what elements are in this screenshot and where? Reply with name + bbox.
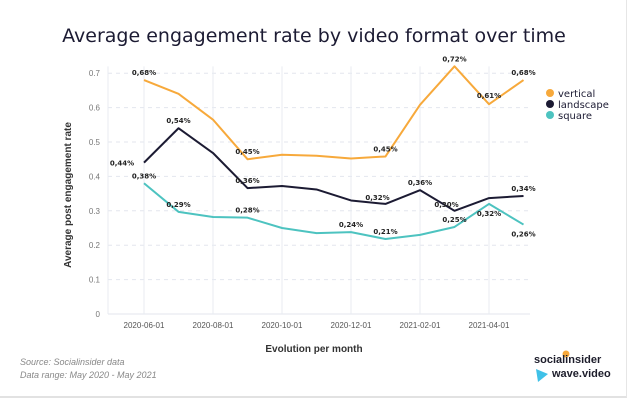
data-label: 0,34% (511, 185, 535, 193)
data-label: 0,32% (365, 194, 389, 202)
legend-label-landscape: landscape (558, 100, 609, 111)
y-tick-label: 0.6 (89, 104, 101, 113)
data-label: 0,29% (166, 201, 190, 209)
y-tick-label: 0.2 (89, 241, 101, 250)
chart-title: Average engagement rate by video format … (62, 25, 566, 47)
y-tick-label: 0.7 (89, 69, 101, 78)
legend-marker-square (546, 111, 554, 119)
data-label: 0,68% (132, 69, 156, 77)
socialinsider-logo: socialinsider (534, 354, 602, 366)
x-tick-label: 2021-02-01 (400, 321, 441, 330)
data-label: 0,38% (132, 172, 156, 180)
legend-marker-vertical (546, 89, 554, 97)
data-label: 0,26% (511, 231, 535, 239)
legend-label-vertical: vertical (558, 89, 595, 100)
series-line-square (143, 182, 525, 241)
data-label: 0,68% (511, 69, 535, 77)
data-label: 0,30% (434, 201, 458, 209)
y-tick-label: 0.3 (89, 207, 101, 216)
source-note: Source: Socialinsider data (20, 357, 125, 367)
data-label: 0,44% (110, 160, 134, 168)
y-tick-label: 0.5 (89, 138, 101, 147)
data-label: 0,25% (442, 216, 466, 224)
data-label: 0,45% (235, 148, 259, 156)
data-label: 0,21% (373, 228, 397, 236)
x-axis-label: Evolution per month (265, 344, 362, 355)
x-tick-label: 2020-12-01 (331, 321, 372, 330)
legend-label-square: square (558, 111, 592, 122)
data-label: 0,28% (235, 207, 259, 215)
data-label: 0,54% (166, 117, 190, 125)
data-label: 0,36% (408, 179, 432, 187)
data-label: 0,45% (373, 145, 397, 153)
series-line-vertical (143, 65, 525, 161)
wave-video-logo: wave.video (552, 368, 611, 380)
x-tick-label: 2020-06-01 (124, 321, 165, 330)
series-line-landscape (143, 127, 524, 212)
y-axis-label: Average post engagement rate (63, 122, 74, 268)
y-tick-label: 0 (96, 310, 101, 319)
socialinsider-dot-icon (562, 350, 570, 358)
legend-marker-landscape (546, 100, 554, 108)
data-label: 0,24% (339, 221, 363, 229)
x-tick-label: 2021-04-01 (469, 321, 510, 330)
data-label: 0,36% (235, 177, 259, 185)
data-range-note: Data range: May 2020 - May 2021 (20, 370, 157, 380)
data-label: 0,72% (442, 55, 466, 63)
data-label: 0,61% (477, 92, 501, 100)
y-tick-label: 0.4 (89, 172, 101, 181)
x-tick-label: 2020-10-01 (262, 321, 303, 330)
y-tick-label: 0.1 (89, 276, 101, 285)
x-tick-label: 2020-08-01 (193, 321, 234, 330)
data-label: 0,32% (477, 210, 501, 218)
